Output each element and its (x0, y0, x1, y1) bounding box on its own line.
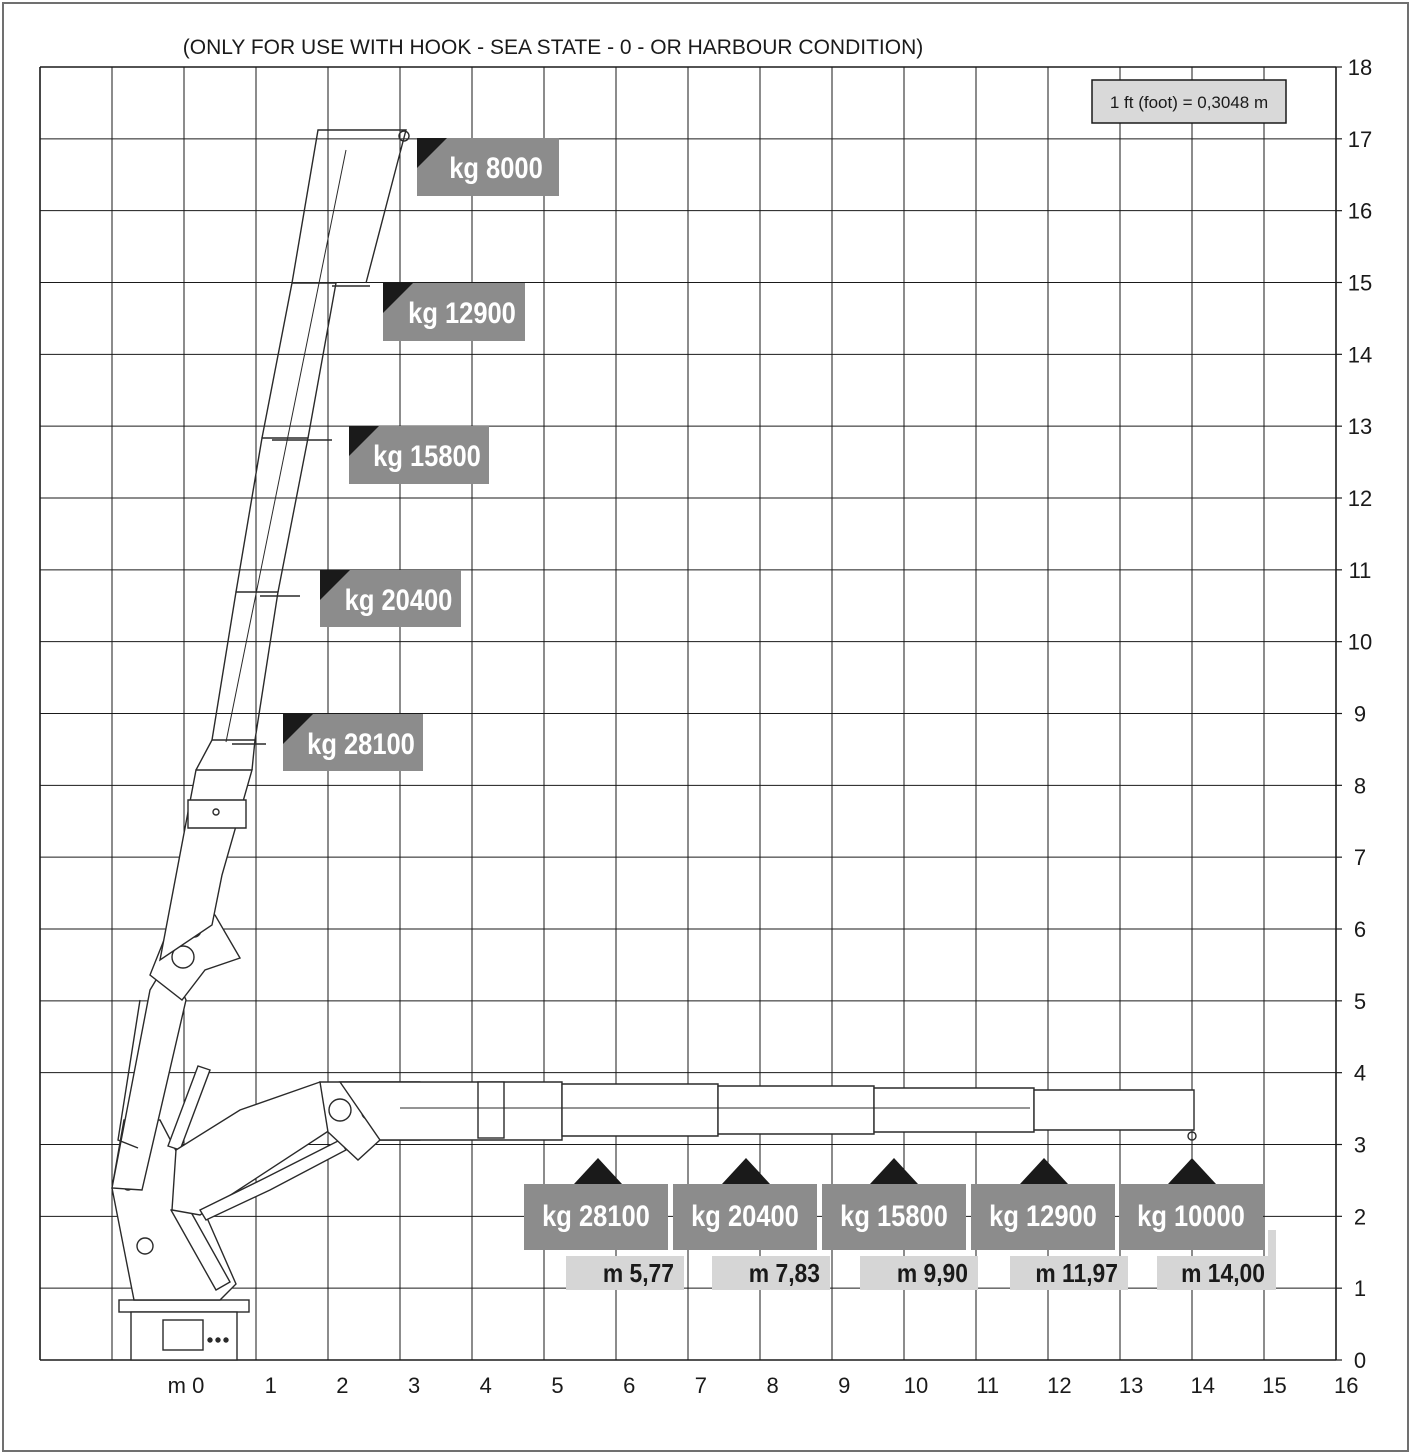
x-tick-label: 14 (1191, 1373, 1215, 1398)
horizontal-capacity-item: kg 20400 m 7,83 (673, 1158, 830, 1290)
x-tick-label: 7 (695, 1373, 707, 1398)
horizontal-capacity-load: kg 15800 (840, 1199, 948, 1232)
horizontal-capacity-reach: m 7,83 (749, 1260, 820, 1289)
y-tick-label: 1 (1354, 1276, 1366, 1301)
horizontal-capacity-reach: m 14,00 (1181, 1260, 1265, 1289)
vertical-capacity-badge: kg 20400 (320, 570, 461, 627)
extension-2-vertical (211, 591, 279, 741)
position-marker (722, 1158, 770, 1184)
position-marker (574, 1158, 622, 1184)
vertical-capacity-load: kg 28100 (307, 727, 415, 760)
y-tick-label: 13 (1348, 414, 1372, 439)
x-tick-label: 12 (1047, 1373, 1071, 1398)
horizontal-capacity-load: kg 28100 (542, 1199, 650, 1232)
y-tick-label: 5 (1354, 989, 1366, 1014)
x-origin-label: m 0 (168, 1373, 205, 1398)
y-tick-label: 17 (1348, 127, 1372, 152)
unit-note: 1 ft (foot) = 0,3048 m (1091, 79, 1287, 124)
horizontal-capacity-item: kg 10000 m 14,00 (1119, 1158, 1275, 1290)
extension-1-horizontal (561, 1083, 719, 1137)
vertical-capacity-badges: kg 8000 kg 12900 kg 15800 kg 20400 kg 28100 (283, 138, 559, 771)
condition-note: (ONLY FOR USE WITH HOOK - SEA STATE - 0 … (183, 36, 924, 59)
y-tick-label: 3 (1354, 1133, 1366, 1158)
y-tick-label: 10 (1348, 630, 1372, 655)
x-tick-label: 6 (623, 1373, 635, 1398)
position-marker (870, 1158, 918, 1184)
horizontal-capacity-badges: kg 28100 m 5,77 kg 20400 m 7,83 kg 15800 m 9,… (524, 1158, 1276, 1290)
vertical-capacity-load: kg 20400 (345, 583, 453, 616)
reach-strip-end (1268, 1230, 1276, 1290)
y-tick-label: 2 (1354, 1204, 1366, 1229)
x-tick-label: 10 (904, 1373, 928, 1398)
extension-3-horizontal (873, 1087, 1035, 1133)
horizontal-capacity-item: kg 28100 m 5,77 (524, 1158, 684, 1290)
x-tick-label: 4 (480, 1373, 492, 1398)
vertical-capacity-badge: kg 12900 (383, 283, 525, 341)
x-tick-label: 1 (265, 1373, 277, 1398)
x-tick-label: 13 (1119, 1373, 1143, 1398)
y-tick-label: 0 (1354, 1348, 1366, 1373)
x-tick-label: 5 (551, 1373, 563, 1398)
horizontal-capacity-load: kg 12900 (989, 1199, 1097, 1232)
vertical-capacity-load: kg 12900 (408, 296, 516, 329)
horizontal-capacity-load: kg 20400 (691, 1199, 799, 1232)
position-marker (1020, 1158, 1068, 1184)
extension-5-vertical (291, 129, 407, 284)
y-tick-label: 14 (1348, 342, 1372, 367)
extension-3-vertical (235, 437, 309, 593)
pedestal-plate (162, 1319, 204, 1351)
extension-1-vertical (195, 739, 256, 771)
position-marker (1168, 1158, 1216, 1184)
vertical-capacity-badge: kg 8000 (417, 138, 559, 196)
knuckle-cylinder (167, 1065, 211, 1151)
horizontal-capacity-reach: m 5,77 (603, 1260, 674, 1289)
y-tick-label: 9 (1354, 702, 1366, 727)
horizontal-capacity-reach: m 11,97 (1035, 1260, 1118, 1289)
vertical-capacity-load: kg 8000 (449, 151, 543, 184)
y-tick-label: 12 (1348, 486, 1372, 511)
horizontal-capacity-load: kg 10000 (1137, 1199, 1245, 1232)
x-tick-label: 11 (976, 1373, 999, 1398)
link-plate (187, 799, 247, 829)
y-tick-label: 15 (1348, 271, 1372, 296)
crane-drawing (111, 129, 1197, 1361)
unit-note-text: 1 ft (foot) = 0,3048 m (1110, 93, 1268, 112)
y-tick-label: 6 (1354, 917, 1366, 942)
x-axis-labels: m 0 1 2 3 4 5 6 7 8 9 10 11 12 13 14 15 16 (168, 1373, 1359, 1398)
x-tick-label: 16 (1334, 1373, 1358, 1398)
outer-boom-horizontal (338, 1081, 563, 1141)
x-tick-label: 2 (336, 1373, 348, 1398)
y-tick-label: 7 (1354, 845, 1366, 870)
lift-cylinder-horizontal (199, 1139, 347, 1221)
horizontal-capacity-item: kg 12900 m 11,97 (971, 1158, 1128, 1290)
vertical-capacity-badge: kg 15800 (349, 426, 489, 484)
extension-4-horizontal (1033, 1089, 1195, 1131)
x-tick-label: 9 (838, 1373, 850, 1398)
x-tick-label: 8 (766, 1373, 778, 1398)
link-plate-horizontal (477, 1081, 505, 1139)
y-tick-label: 4 (1354, 1061, 1366, 1086)
pedestal-base (118, 1299, 250, 1313)
extension-2-horizontal (717, 1085, 875, 1135)
y-tick-label: 18 (1348, 55, 1372, 80)
vertical-capacity-load: kg 15800 (373, 439, 481, 472)
horizontal-capacity-reach: m 9,90 (897, 1260, 968, 1289)
x-tick-label: 3 (408, 1373, 420, 1398)
vertical-capacity-badge: kg 28100 (283, 714, 423, 771)
y-tick-label: 11 (1349, 558, 1372, 583)
y-tick-label: 16 (1348, 199, 1372, 224)
y-tick-label: 8 (1354, 773, 1366, 798)
x-tick-label: 15 (1262, 1373, 1286, 1398)
horizontal-capacity-item: kg 15800 m 9,90 (822, 1158, 978, 1290)
extension-4-vertical (261, 282, 337, 439)
